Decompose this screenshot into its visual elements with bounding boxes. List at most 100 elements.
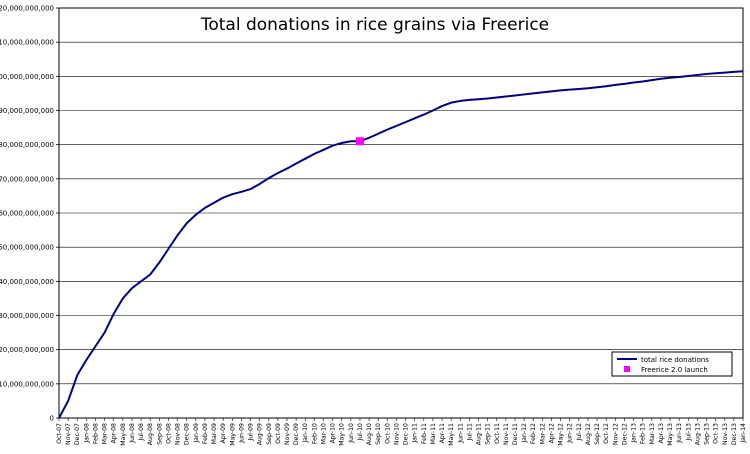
x-tick-label: Jan-12 — [521, 423, 528, 444]
y-tick-labels: 0 10,000,000,000 20,000,000,000 30,000,000,… — [0, 5, 54, 423]
x-tick-label: Mar-13 — [649, 423, 656, 444]
x-tick-label: Oct-12 — [603, 423, 610, 444]
x-tick-label: Dec-10 — [403, 423, 410, 445]
x-tick-label: May-08 — [120, 423, 127, 446]
x-tick-label: Dec-07 — [74, 423, 81, 445]
x-tick-label: Nov-13 — [722, 423, 729, 445]
launch-marker — [355, 137, 364, 146]
series — [58, 70, 744, 419]
x-tick-label: Jan-10 — [302, 423, 309, 444]
x-tick-label: Jun-09 — [238, 423, 245, 444]
legend-label-series: total rice donations — [641, 356, 709, 364]
x-tick-label: Jan-14 — [740, 423, 747, 444]
x-tick-label: Jun-11 — [457, 423, 464, 444]
x-tick-label: Jul-13 — [685, 423, 692, 442]
x-tick-label: Apr-08 — [111, 423, 118, 443]
x-tick-label: Nov-12 — [612, 423, 619, 445]
x-tick-label: Jul-11 — [466, 423, 473, 442]
x-tick-label: Aug-10 — [366, 423, 373, 445]
x-tick-label: Jul-09 — [248, 423, 255, 442]
x-tick-label: Oct-10 — [384, 423, 391, 444]
x-tick-label: Sep-13 — [704, 423, 711, 445]
y-tick-label: 70,000,000,000 — [0, 175, 54, 183]
x-tick-label: Jan-08 — [83, 423, 90, 444]
x-tick-label: Apr-11 — [439, 423, 446, 443]
chart-title: Total donations in rice grains via Freer… — [200, 15, 549, 35]
x-tick-label: Nov-09 — [284, 423, 291, 445]
x-tick-labels: Oct-07 Nov-07 Dec-07 Jan-08 Feb-08 Mar-08 Apr-… — [56, 423, 747, 446]
x-tick-label: Jun-12 — [567, 423, 574, 444]
x-tick-label: Nov-10 — [393, 423, 400, 445]
x-tick-label: Oct-11 — [494, 423, 501, 444]
x-tick-label: Dec-13 — [731, 423, 738, 445]
x-tick-label: Aug-08 — [147, 423, 154, 445]
x-tick-label: Apr-10 — [330, 423, 337, 443]
x-tick-label: Aug-13 — [694, 423, 701, 445]
legend-marker-swatch — [624, 366, 630, 372]
x-tick-label: Sep-10 — [375, 423, 382, 445]
x-tick-label: Jan-13 — [631, 423, 638, 444]
legend-label-marker: Freerice 2.0 launch — [641, 366, 708, 374]
x-tick-label: Nov-08 — [175, 423, 182, 445]
y-tick-label: 40,000,000,000 — [0, 278, 54, 286]
x-tick-label: Feb-12 — [530, 423, 537, 444]
x-tick-label: Sep-08 — [156, 423, 163, 445]
x-tick-label: Jul-08 — [138, 423, 145, 442]
x-tick-label: Mar-10 — [320, 423, 327, 444]
x-tick-label: Sep-09 — [266, 423, 273, 445]
x-tick-label: Apr-12 — [548, 423, 555, 443]
x-tick-label: Mar-09 — [211, 423, 218, 444]
x-tick-label: Feb-13 — [640, 423, 647, 444]
y-tick-label: 110,000,000,000 — [0, 39, 54, 47]
x-tick-label: Dec-09 — [293, 423, 300, 445]
x-tick-label: May-13 — [667, 423, 674, 446]
x-tick-label: Aug-09 — [257, 423, 264, 445]
x-tick-label: Oct-13 — [713, 423, 720, 444]
series-line — [58, 70, 744, 419]
markers — [355, 137, 364, 146]
x-tick-label: Jun-13 — [676, 423, 683, 444]
x-tick-label: Oct-09 — [275, 423, 282, 444]
y-tick-label: 100,000,000,000 — [0, 73, 54, 81]
y-tick-label: 120,000,000,000 — [0, 5, 54, 13]
x-tick-label: Oct-07 — [56, 423, 63, 444]
y-tick-label: 80,000,000,000 — [0, 141, 54, 149]
y-tick-label: 0 — [50, 415, 54, 423]
y-tick-label: 20,000,000,000 — [0, 346, 54, 354]
y-tick-label: 50,000,000,000 — [0, 244, 54, 252]
x-tick-label: Jan-11 — [412, 423, 419, 444]
x-tick-label: Jan-09 — [193, 423, 200, 444]
x-tick-label: Sep-11 — [485, 423, 492, 445]
axes — [58, 7, 744, 421]
x-tick-label: May-11 — [448, 423, 455, 446]
x-tick-label: Mar-11 — [430, 423, 437, 444]
x-tick-label: Dec-08 — [184, 423, 191, 445]
y-tick-label: 90,000,000,000 — [0, 107, 54, 115]
x-tick-label: Nov-07 — [65, 423, 72, 445]
legend: total rice donations Freerice 2.0 launch — [611, 351, 733, 377]
x-tick-label: Aug-11 — [476, 423, 483, 445]
x-tick-label: Nov-11 — [503, 423, 510, 445]
x-tick-label: Aug-12 — [585, 423, 592, 445]
x-tick-label: Dec-12 — [621, 423, 628, 445]
x-tick-label: Apr-13 — [658, 423, 665, 443]
x-tick-label: Mar-08 — [102, 423, 109, 444]
x-tick-label: Mar-12 — [539, 423, 546, 444]
x-tick-label: Dec-11 — [512, 423, 519, 445]
x-tick-label: Feb-10 — [311, 423, 318, 444]
x-tick-label: Oct-08 — [165, 423, 172, 444]
x-tick-label: Apr-09 — [220, 423, 227, 443]
x-tick-label: Jun-10 — [348, 423, 355, 444]
x-tick-label: May-10 — [339, 423, 346, 446]
x-tick-label: Feb-09 — [202, 423, 209, 444]
x-tick-label: Feb-11 — [421, 423, 428, 444]
x-tick-label: Jul-10 — [357, 423, 364, 442]
y-tick-label: 60,000,000,000 — [0, 210, 54, 218]
plot-area-border — [58, 7, 744, 419]
x-tick-label: Jul-12 — [576, 423, 583, 442]
x-tick-label: Feb-08 — [92, 423, 99, 444]
legend-box — [611, 351, 733, 377]
